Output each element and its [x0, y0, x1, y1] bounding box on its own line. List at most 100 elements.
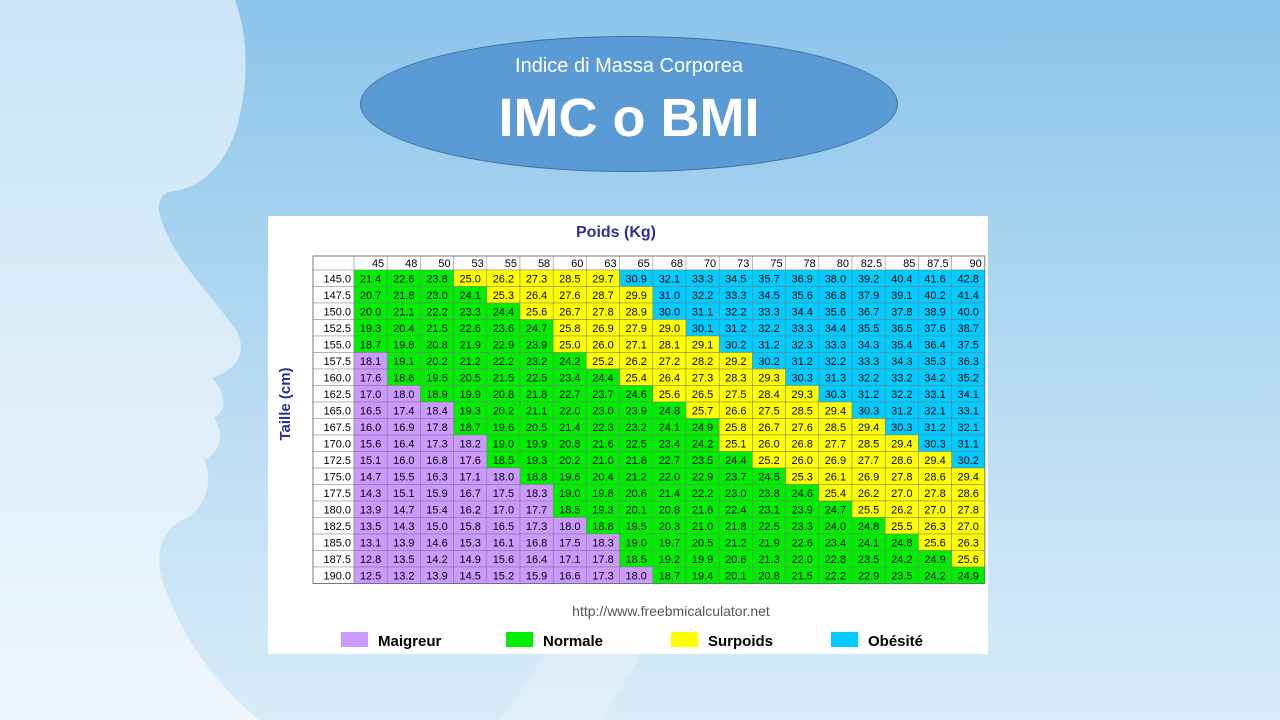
bmi-value-label: 20.2 [493, 406, 514, 418]
bmi-value-label: 16.5 [360, 406, 381, 418]
bmi-value-label: 26.1 [825, 472, 846, 484]
bmi-value-label: 32.1 [957, 422, 978, 434]
bmi-value-label: 34.2 [924, 373, 945, 385]
bmi-value-label: 26.5 [692, 389, 713, 401]
bmi-value-label: 20.6 [625, 488, 646, 500]
bmi-value-label: 37.6 [924, 323, 945, 335]
bmi-value-label: 19.3 [526, 455, 547, 467]
bmi-value-label: 36.7 [858, 307, 879, 319]
bmi-value-label: 25.1 [725, 439, 746, 451]
bmi-value-label: 25.2 [592, 356, 613, 368]
weight-tick-label: 68 [671, 258, 683, 270]
bmi-value-label: 20.6 [725, 554, 746, 566]
bmi-value-label: 25.6 [526, 307, 547, 319]
bmi-value-label: 19.6 [493, 422, 514, 434]
height-tick-label: 150.0 [323, 307, 351, 319]
bmi-value-label: 21.2 [725, 538, 746, 550]
bmi-value-label: 31.1 [957, 439, 978, 451]
bmi-value-label: 37.8 [891, 307, 912, 319]
bmi-value-label: 42.8 [957, 274, 978, 286]
bmi-value-label: 19.3 [360, 323, 381, 335]
bmi-value-label: 14.5 [459, 571, 480, 583]
bmi-value-label: 15.6 [493, 554, 514, 566]
bmi-value-label: 27.8 [957, 505, 978, 517]
bmi-value-label: 24.1 [858, 538, 879, 550]
bmi-value-label: 23.0 [592, 406, 613, 418]
bmi-value-label: 22.2 [825, 571, 846, 583]
bmi-value-label: 17.6 [459, 455, 480, 467]
legend-swatch-0 [341, 632, 368, 647]
bmi-value-label: 25.6 [659, 389, 680, 401]
bmi-value-label: 33.1 [957, 406, 978, 418]
bmi-value-label: 21.2 [625, 472, 646, 484]
bmi-value-label: 18.7 [360, 340, 381, 352]
bmi-value-label: 16.4 [393, 439, 414, 451]
height-tick-label: 182.5 [323, 521, 351, 533]
bmi-value-label: 23.1 [758, 505, 779, 517]
bmi-value-label: 38.7 [957, 323, 978, 335]
bmi-value-label: 32.3 [791, 340, 812, 352]
bmi-value-label: 14.6 [426, 538, 447, 550]
bmi-value-label: 19.3 [592, 505, 613, 517]
bmi-value-label: 17.0 [493, 505, 514, 517]
bmi-value-label: 36.3 [957, 356, 978, 368]
weight-tick-label: 70 [704, 258, 716, 270]
bmi-value-label: 29.4 [924, 455, 945, 467]
bmi-value-label: 39.2 [858, 274, 879, 286]
bmi-value-label: 33.3 [758, 307, 779, 319]
bmi-value-label: 17.3 [592, 571, 613, 583]
bmi-value-label: 28.7 [592, 290, 613, 302]
bmi-value-label: 18.2 [459, 439, 480, 451]
bmi-value-label: 30.2 [957, 455, 978, 467]
bmi-value-label: 24.2 [559, 356, 580, 368]
bmi-value-label: 23.4 [659, 439, 680, 451]
bmi-value-label: 17.8 [426, 422, 447, 434]
bmi-value-label: 22.2 [692, 488, 713, 500]
bmi-value-label: 20.8 [659, 505, 680, 517]
bmi-value-label: 26.3 [957, 538, 978, 550]
bmi-value-label: 23.0 [725, 488, 746, 500]
height-tick-label: 180.0 [323, 505, 351, 517]
bmi-value-label: 23.3 [791, 521, 812, 533]
bmi-value-label: 35.5 [858, 323, 879, 335]
bmi-value-label: 20.8 [426, 340, 447, 352]
bmi-value-label: 26.4 [526, 290, 547, 302]
bmi-value-label: 29.0 [659, 323, 680, 335]
bmi-value-label: 23.2 [625, 422, 646, 434]
weight-tick-label: 85 [903, 258, 915, 270]
bmi-value-label: 36.4 [924, 340, 945, 352]
bmi-value-label: 21.4 [659, 488, 680, 500]
weight-tick-label: 48 [405, 258, 417, 270]
bmi-value-label: 27.5 [758, 406, 779, 418]
height-tick-label: 155.0 [323, 340, 351, 352]
bmi-value-label: 31.2 [791, 356, 812, 368]
bmi-value-label: 24.9 [924, 554, 945, 566]
bmi-value-label: 21.0 [592, 455, 613, 467]
bmi-value-label: 33.2 [891, 373, 912, 385]
bmi-value-label: 26.9 [825, 455, 846, 467]
bmi-value-label: 24.2 [924, 571, 945, 583]
bmi-value-label: 18.1 [360, 356, 381, 368]
bmi-value-label: 41.4 [957, 290, 978, 302]
bmi-value-label: 37.9 [858, 290, 879, 302]
bmi-value-label: 20.4 [592, 472, 613, 484]
bmi-value-label: 19.4 [692, 571, 713, 583]
bmi-value-label: 32.2 [825, 356, 846, 368]
height-tick-label: 147.5 [323, 290, 351, 302]
weight-tick-label: 53 [472, 258, 484, 270]
bmi-value-label: 30.2 [758, 356, 779, 368]
bmi-value-label: 26.2 [891, 505, 912, 517]
bmi-value-label: 31.2 [858, 389, 879, 401]
bmi-value-label: 28.9 [625, 307, 646, 319]
bmi-value-label: 32.2 [758, 323, 779, 335]
bmi-value-label: 26.2 [858, 488, 879, 500]
height-tick-label: 162.5 [323, 389, 351, 401]
bmi-value-label: 23.9 [791, 505, 812, 517]
bmi-value-label: 18.8 [526, 472, 547, 484]
bmi-value-label: 15.9 [526, 571, 547, 583]
source-url: http://www.freebmicalculator.net [572, 603, 770, 619]
bmi-value-label: 21.8 [393, 290, 414, 302]
bmi-value-label: 19.9 [526, 439, 547, 451]
bmi-value-label: 25.6 [924, 538, 945, 550]
height-tick-label: 165.0 [323, 406, 351, 418]
